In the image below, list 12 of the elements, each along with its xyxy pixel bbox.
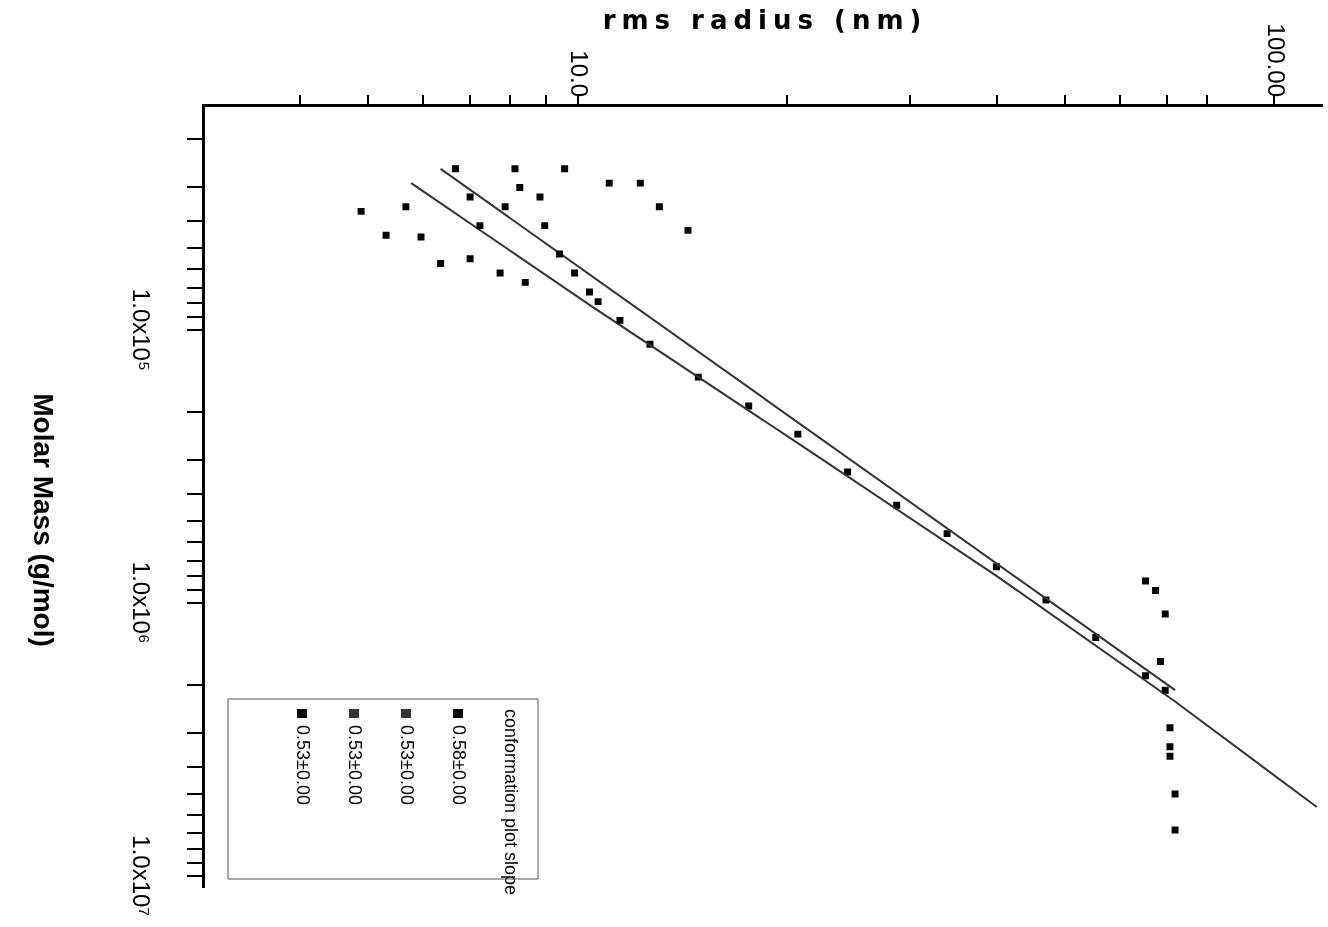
x-axis-title: rms radius (nm) — [602, 4, 928, 35]
legend-title: conformation plot slope — [501, 709, 522, 896]
x-tick-label: 100.00 — [1262, 23, 1290, 97]
legend-label: 0.53±0.00 — [397, 725, 418, 805]
y-tick-label: 1.0x10⁵ — [128, 288, 156, 371]
y-tick-label: 1.0x10⁷ — [128, 835, 156, 917]
x-tick-label: 10.0 — [566, 50, 594, 97]
legend-label: 0.53±0.00 — [345, 725, 366, 805]
y-tick-label: 1.0x10⁶ — [128, 561, 156, 644]
legend-label: 0.58±0.00 — [449, 725, 470, 805]
y-axis-title: Molar Mass (g/mol) — [28, 393, 60, 647]
legend-label: 0.53±0.00 — [293, 725, 314, 805]
